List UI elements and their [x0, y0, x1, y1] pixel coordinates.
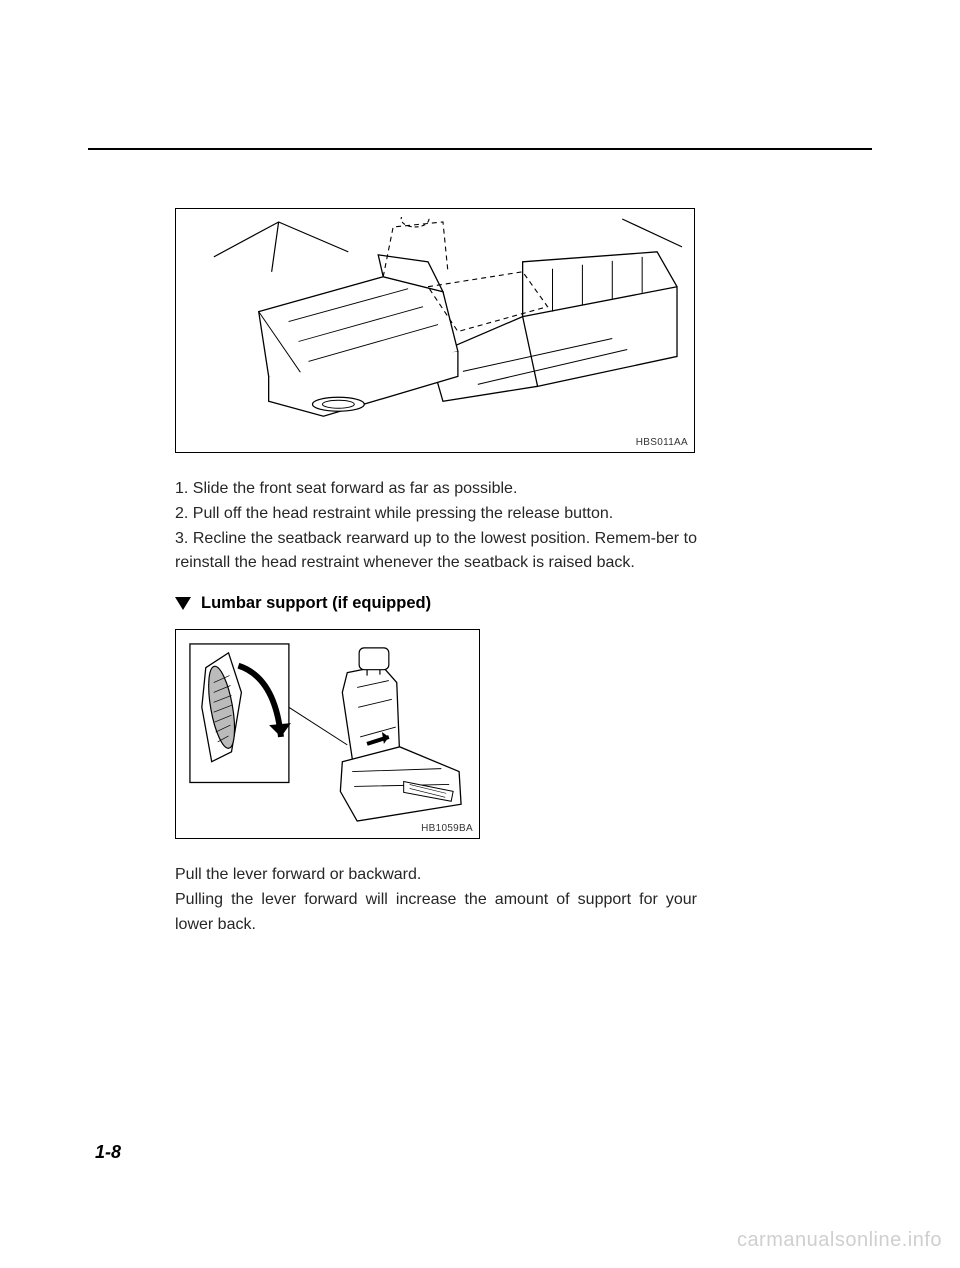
- lumbar-description: Pull the lever forward or backward. Pull…: [175, 863, 697, 937]
- step-2: 2. Pull off the head restraint while pre…: [175, 502, 697, 527]
- figure-seat-recline: HBS011AA: [175, 208, 695, 453]
- watermark: carmanualsonline.info: [737, 1229, 942, 1252]
- lumbar-line-1: Pull the lever forward or backward.: [175, 863, 697, 888]
- section-lumbar-heading: Lumbar support (if equipped): [175, 594, 810, 613]
- figure1-label: HBS011AA: [636, 437, 688, 448]
- lumbar-support-illustration: [184, 638, 471, 831]
- lumbar-line-2: Pulling the lever forward will increase …: [175, 888, 697, 938]
- triangle-down-icon: [175, 597, 191, 610]
- page-content: HBS011AA 1. Slide the front seat forward…: [0, 0, 960, 938]
- section-title: Lumbar support (if equipped): [201, 594, 431, 613]
- figure2-label: HB1059BA: [421, 823, 473, 834]
- step-1: 1. Slide the front seat forward as far a…: [175, 477, 697, 502]
- page-number: 1-8: [95, 1142, 121, 1163]
- figure-lumbar-support: HB1059BA: [175, 629, 480, 839]
- step-3: 3. Recline the seatback rearward up to t…: [175, 527, 697, 577]
- instruction-steps: 1. Slide the front seat forward as far a…: [175, 477, 697, 576]
- seat-recline-illustration: [184, 217, 686, 436]
